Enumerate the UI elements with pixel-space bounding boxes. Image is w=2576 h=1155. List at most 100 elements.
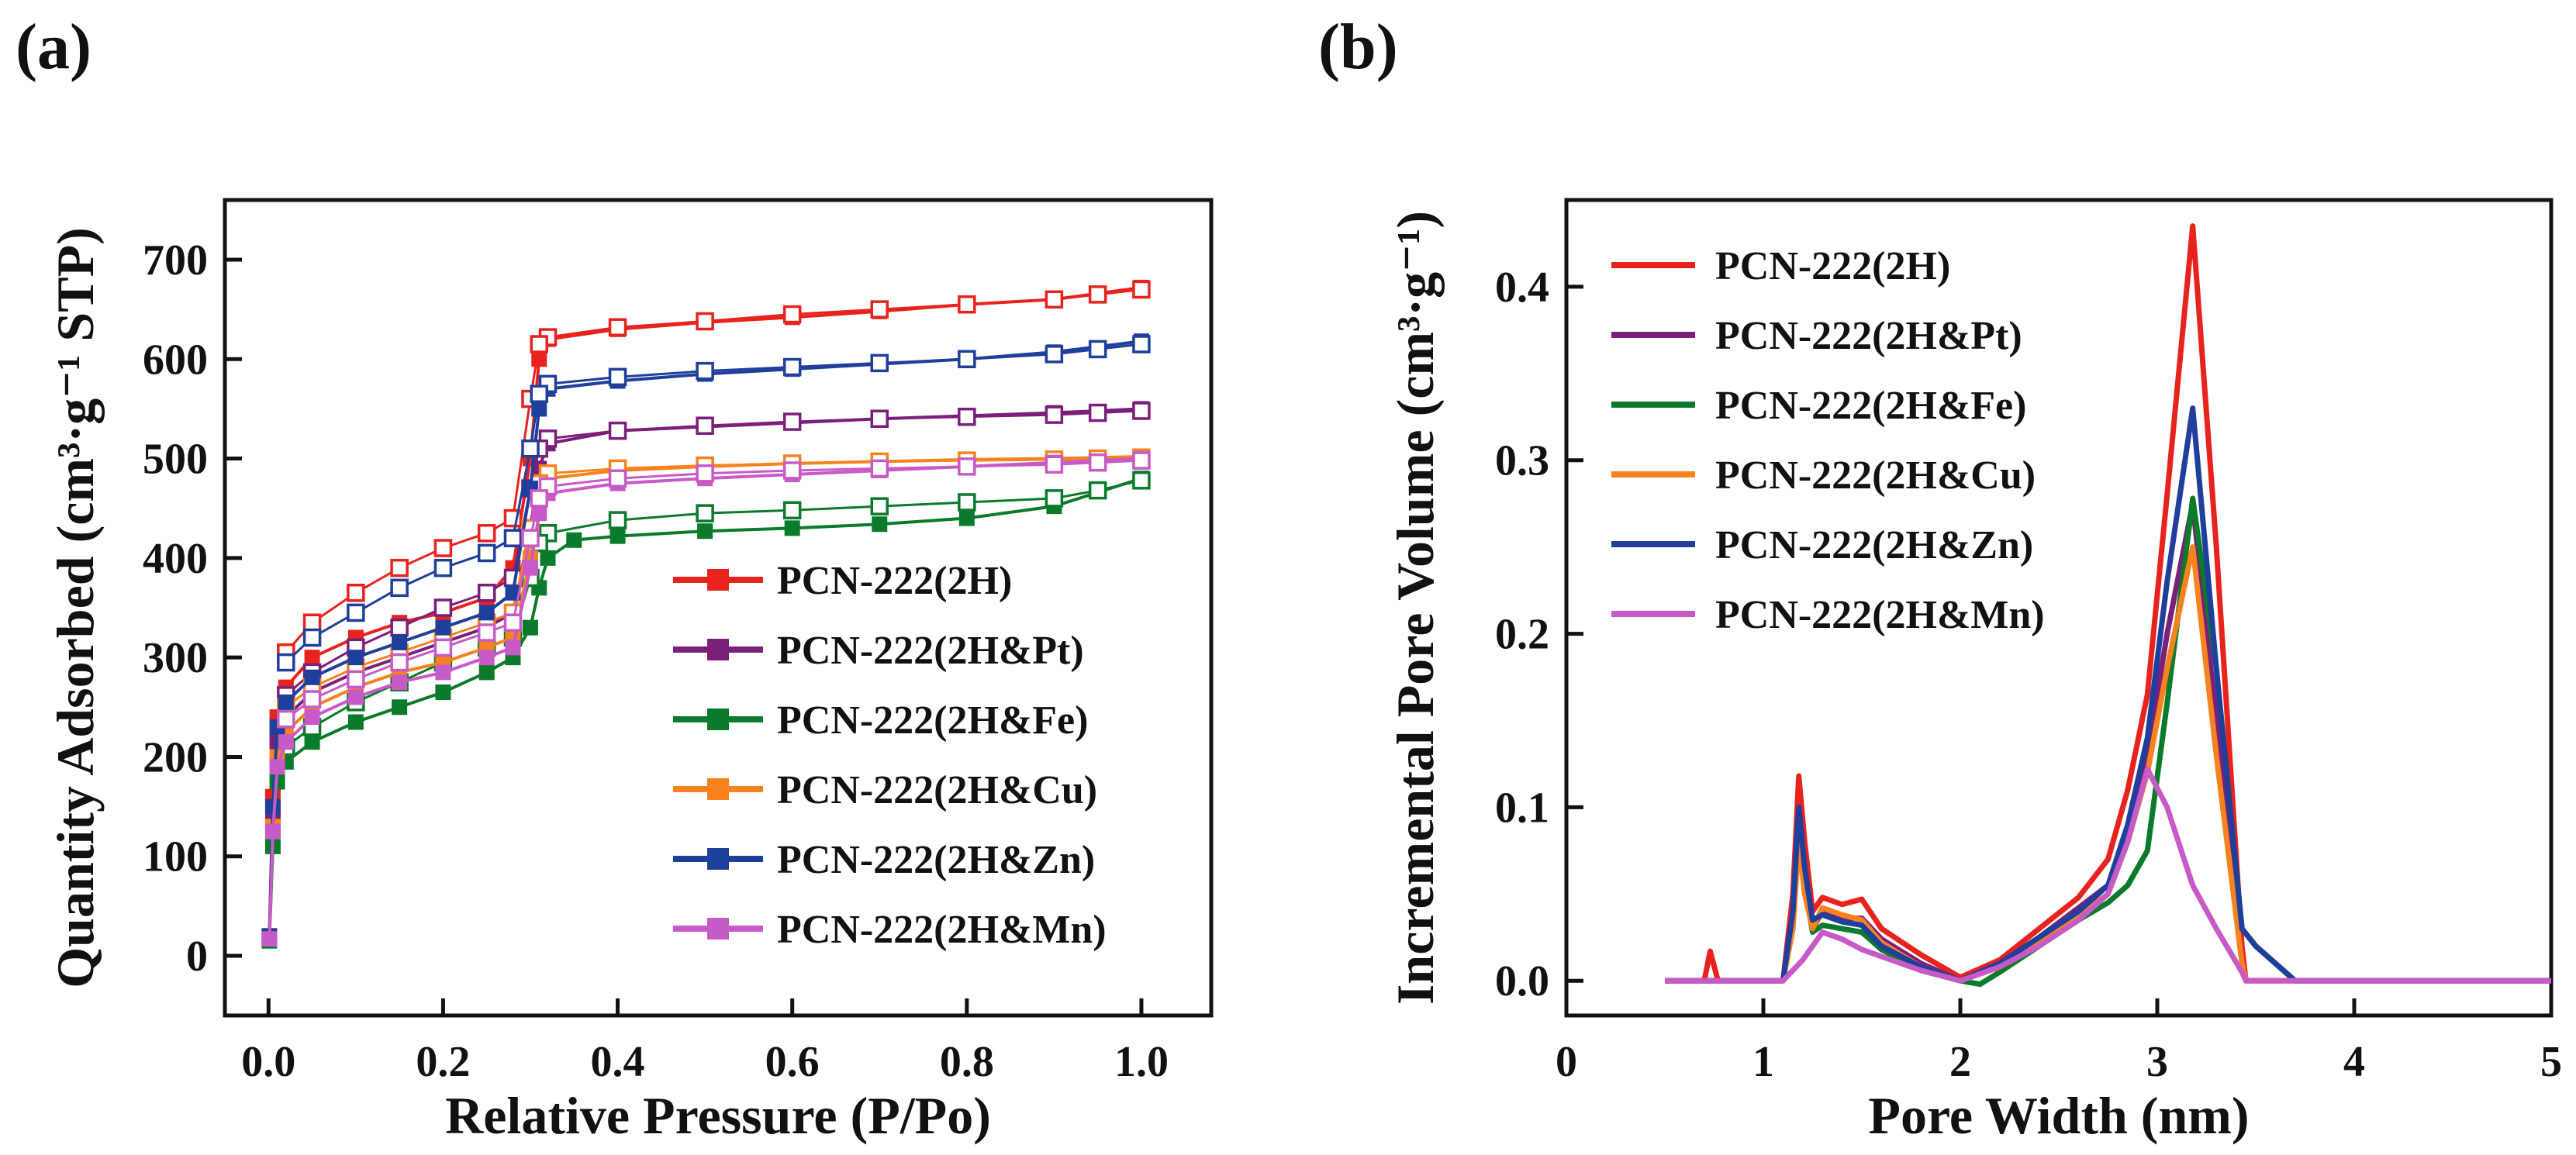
y-tick-label: 200 xyxy=(143,733,208,781)
y-tick-label: 0.0 xyxy=(1495,957,1549,1005)
desorption-point xyxy=(305,629,320,645)
y-tick-label: 100 xyxy=(143,833,208,881)
desorption-point xyxy=(1090,483,1106,498)
adsorption-point xyxy=(435,620,451,636)
desorption-point xyxy=(348,671,364,687)
desorption-point xyxy=(610,319,626,335)
desorption-point xyxy=(1046,346,1062,362)
desorption-point xyxy=(1046,457,1062,472)
adsorption-point xyxy=(305,670,320,685)
panel-a-label: (a) xyxy=(16,11,92,83)
desorption-point xyxy=(959,351,975,367)
desorption-point xyxy=(959,459,975,474)
adsorption-point xyxy=(785,520,800,536)
legend-label: PCN-222(2H&Cu) xyxy=(1715,453,2036,498)
desorption-point xyxy=(479,625,495,640)
legend-item-pcn-222-2h-cu: PCN-222(2H&Cu) xyxy=(1611,453,2036,498)
adsorption-point xyxy=(305,650,320,665)
desorption-point xyxy=(531,491,547,506)
panel-a-y-tick-labels: 0 100 200 300 400 500 600 700 xyxy=(143,236,208,981)
panel-b-plot-frame xyxy=(1566,200,2551,1015)
legend-marker xyxy=(707,569,729,591)
legend-item-pcn-222-2h-mn: PCN-222(2H&Mn) xyxy=(673,908,1107,952)
legend-item-pcn-222-2h-pt: PCN-222(2H&Pt) xyxy=(673,629,1084,673)
desorption-point xyxy=(278,655,294,671)
desorption-point xyxy=(872,460,887,476)
desorption-point xyxy=(348,585,364,601)
legend-label: PCN-222(2H&Pt) xyxy=(777,629,1084,673)
desorption-point xyxy=(392,580,407,595)
x-tick-label: 2 xyxy=(1949,1038,1971,1086)
legend-label: PCN-222(2H&Fe) xyxy=(1715,384,2026,428)
panel-b-label: (b) xyxy=(1318,11,1398,83)
desorption-point xyxy=(523,530,538,546)
legend-item-pcn-222-2h-cu: PCN-222(2H&Cu) xyxy=(673,768,1097,812)
legend-label: PCN-222(2H&Fe) xyxy=(777,698,1088,743)
desorption-point xyxy=(1134,281,1149,297)
y-tick-label: 0.1 xyxy=(1495,784,1549,832)
desorption-point xyxy=(1090,405,1106,421)
y-tick-label: 700 xyxy=(143,236,208,284)
adsorption-point xyxy=(305,709,320,725)
adsorption-point xyxy=(392,674,407,690)
desorption-point xyxy=(435,600,451,615)
legend-item-pcn-222-2h-mn: PCN-222(2H&Mn) xyxy=(1611,593,2045,637)
adsorption-point xyxy=(348,689,364,705)
desorption-point xyxy=(610,369,626,384)
x-tick-label: 5 xyxy=(2540,1038,2562,1086)
adsorption-point xyxy=(531,351,547,367)
desorption-point xyxy=(531,336,547,352)
adsorption-point xyxy=(305,734,320,750)
desorption-point xyxy=(785,307,800,322)
legend-label: PCN-222(2H&Cu) xyxy=(777,768,1097,812)
desorption-point xyxy=(435,560,451,576)
desorption-point xyxy=(872,355,887,371)
panel-b-y-axis-title: Incremental Pore Volume (cm³·g⁻¹) xyxy=(1386,211,1445,1005)
desorption-point xyxy=(785,463,800,478)
figure: (a) 0.0 0.2 0.4 0.6 0.8 1.0 01002003004005006… xyxy=(0,0,2576,1155)
desorption-point xyxy=(1090,287,1106,302)
desorption-point xyxy=(697,466,713,481)
adsorption-point xyxy=(523,620,538,636)
legend-label: PCN-222(2H&Zn) xyxy=(1715,523,2033,567)
legend-label: PCN-222(2H&Pt) xyxy=(1715,314,2022,358)
adsorption-point xyxy=(435,684,451,700)
desorption-point xyxy=(697,418,713,433)
x-tick-label: 0.4 xyxy=(591,1038,645,1086)
adsorption-point xyxy=(270,759,285,774)
legend-item-pcn-222-2h-fe: PCN-222(2H&Fe) xyxy=(673,698,1088,743)
x-tick-label: 1.0 xyxy=(1114,1038,1169,1086)
desorption-point xyxy=(610,423,626,439)
desorption-point xyxy=(959,297,975,312)
legend-marker xyxy=(707,709,729,730)
legend-item-pcn-222-2h: PCN-222(2H) xyxy=(673,559,1012,603)
desorption-point xyxy=(785,414,800,429)
desorption-point xyxy=(785,502,800,518)
adsorption-point xyxy=(348,650,364,665)
y-tick-label: 0 xyxy=(186,933,208,981)
desorption-point xyxy=(531,386,547,402)
desorption-point xyxy=(435,540,451,556)
y-tick-label: 500 xyxy=(143,436,208,484)
desorption-point xyxy=(505,615,520,630)
panel-b-x-tick-labels: 0 1 2 3 4 5 xyxy=(1556,1038,2562,1086)
adsorption-point xyxy=(872,516,887,532)
desorption-point xyxy=(1134,403,1149,419)
x-tick-label: 0.0 xyxy=(241,1038,295,1086)
panel-a-x-axis-title: Relative Pressure (P/Po) xyxy=(445,1086,991,1145)
desorption-point xyxy=(610,471,626,486)
desorption-point xyxy=(872,498,887,514)
legend-label: PCN-222(2H&Zn) xyxy=(777,838,1095,882)
desorption-point xyxy=(1134,453,1149,468)
desorption-point xyxy=(1046,491,1062,506)
panel-a-y-axis-title: Quantity Adsorbed (cm³·g⁻¹ STP) xyxy=(46,227,105,988)
desorption-point xyxy=(479,526,495,541)
y-tick-label: 600 xyxy=(143,336,208,384)
legend-item-pcn-222-2h-zn: PCN-222(2H&Zn) xyxy=(673,838,1095,882)
desorption-point xyxy=(523,441,538,457)
desorption-point xyxy=(1134,336,1149,352)
adsorption-point xyxy=(278,734,294,750)
adsorption-point xyxy=(261,931,277,946)
adsorption-point xyxy=(479,650,495,665)
desorption-point xyxy=(305,691,320,707)
